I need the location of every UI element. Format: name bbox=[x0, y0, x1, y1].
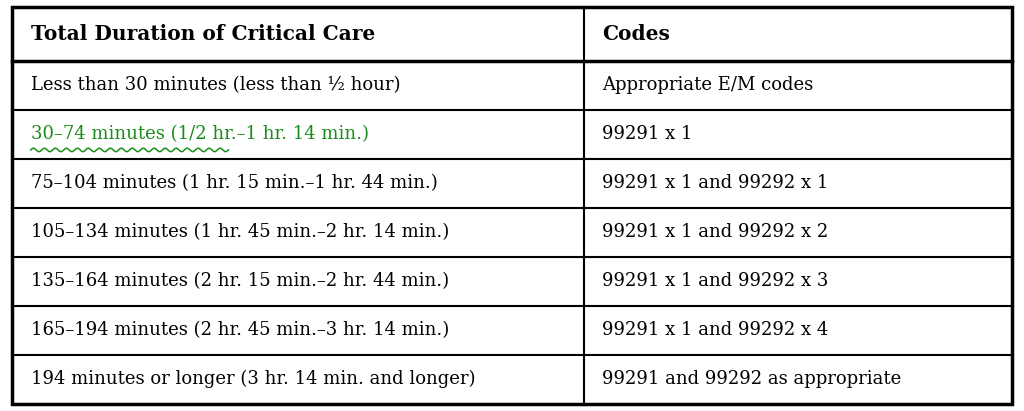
Text: 135–164 minutes (2 hr. 15 min.–2 hr. 44 min.): 135–164 minutes (2 hr. 15 min.–2 hr. 44 … bbox=[31, 272, 449, 290]
Text: 30–74 minutes (1/2 hr.–1 hr. 14 min.): 30–74 minutes (1/2 hr.–1 hr. 14 min.) bbox=[31, 125, 369, 143]
Text: 99291 x 1 and 99292 x 1: 99291 x 1 and 99292 x 1 bbox=[602, 174, 828, 192]
Text: 105–134 minutes (1 hr. 45 min.–2 hr. 14 min.): 105–134 minutes (1 hr. 45 min.–2 hr. 14 … bbox=[31, 223, 449, 241]
Text: 99291 x 1 and 99292 x 4: 99291 x 1 and 99292 x 4 bbox=[602, 321, 828, 339]
Text: Codes: Codes bbox=[602, 24, 671, 44]
Text: 99291 x 1 and 99292 x 2: 99291 x 1 and 99292 x 2 bbox=[602, 223, 828, 241]
Text: 165–194 minutes (2 hr. 45 min.–3 hr. 14 min.): 165–194 minutes (2 hr. 45 min.–3 hr. 14 … bbox=[31, 321, 449, 339]
Text: 194 minutes or longer (3 hr. 14 min. and longer): 194 minutes or longer (3 hr. 14 min. and… bbox=[31, 370, 475, 388]
Text: Less than 30 minutes (less than ½ hour): Less than 30 minutes (less than ½ hour) bbox=[31, 76, 400, 95]
Text: 75–104 minutes (1 hr. 15 min.–1 hr. 44 min.): 75–104 minutes (1 hr. 15 min.–1 hr. 44 m… bbox=[31, 174, 437, 192]
Text: 99291 and 99292 as appropriate: 99291 and 99292 as appropriate bbox=[602, 370, 902, 388]
Text: 99291 x 1: 99291 x 1 bbox=[602, 125, 693, 143]
Text: Appropriate E/M codes: Appropriate E/M codes bbox=[602, 76, 814, 95]
Text: 99291 x 1 and 99292 x 3: 99291 x 1 and 99292 x 3 bbox=[602, 272, 828, 290]
Text: Total Duration of Critical Care: Total Duration of Critical Care bbox=[31, 24, 375, 44]
